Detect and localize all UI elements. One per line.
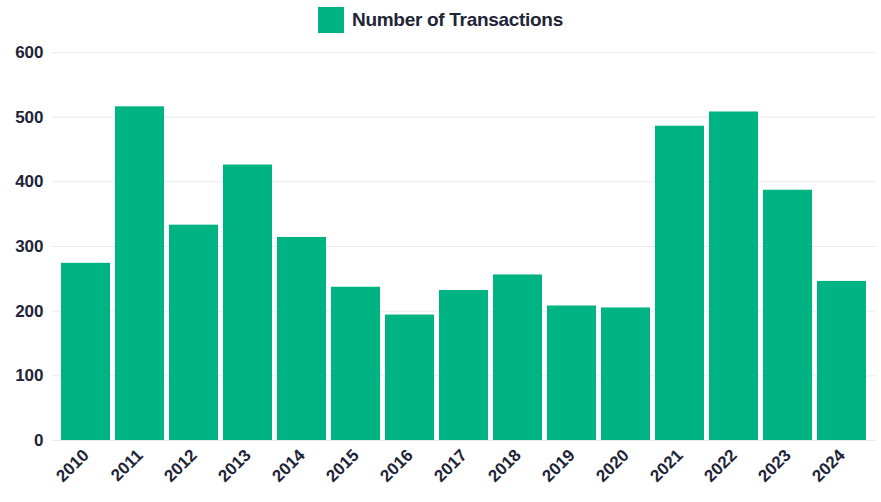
svg-text:300: 300 [15, 237, 43, 256]
svg-text:400: 400 [15, 172, 43, 191]
svg-text:2010: 2010 [52, 446, 92, 486]
html-text:Number of Transactions: Number of Transactions [352, 9, 563, 30]
svg-text:2011: 2011 [107, 446, 147, 486]
svg-text:2016: 2016 [376, 446, 416, 486]
svg-text:2021: 2021 [646, 446, 686, 486]
svg-text:2019: 2019 [538, 446, 578, 486]
svg-text:500: 500 [15, 108, 43, 127]
svg-text:600: 600 [15, 43, 43, 62]
svg-text:2024: 2024 [808, 445, 849, 486]
svg-text:2012: 2012 [160, 446, 200, 486]
svg-text:100: 100 [15, 366, 43, 385]
svg-text:2015: 2015 [322, 446, 362, 486]
svg-text:200: 200 [15, 302, 43, 321]
svg-text:2020: 2020 [592, 446, 632, 486]
svg-text:2022: 2022 [700, 446, 740, 486]
svg-text:2017: 2017 [430, 446, 470, 486]
svg-text:2018: 2018 [484, 446, 524, 486]
svg-text:2014: 2014 [268, 445, 309, 486]
svg-text:2023: 2023 [754, 446, 794, 486]
svg-text:2013: 2013 [214, 446, 254, 486]
svg-text:0: 0 [34, 431, 43, 450]
